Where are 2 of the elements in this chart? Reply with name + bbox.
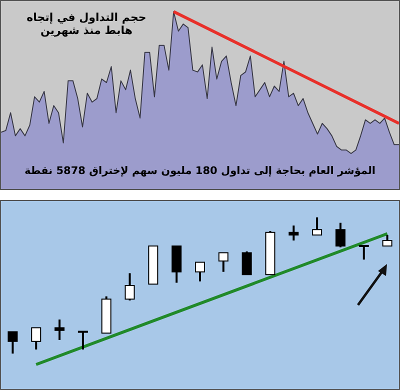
annotation: المؤشر العام بحاجة إلى تداول 180 مليون سهم لإختراق 5878 نقطة [23, 165, 377, 177]
annotation: حجم التداول في إتجاه هابط منذ شهرين [26, 11, 148, 37]
